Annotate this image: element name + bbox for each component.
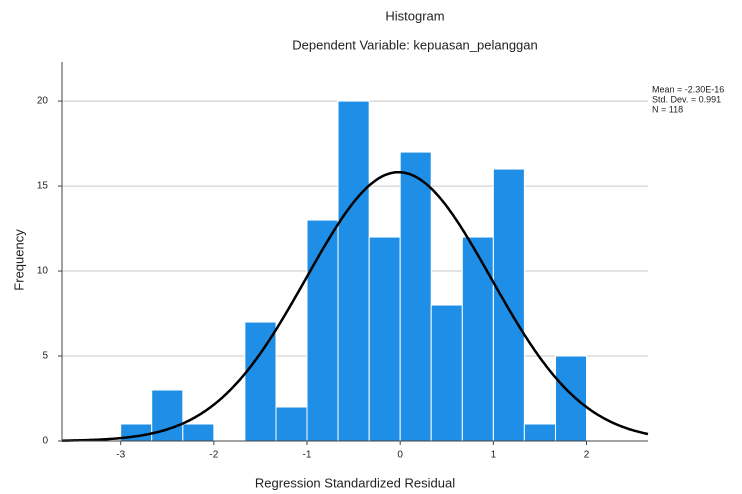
bar — [461, 236, 494, 442]
x-tick-label: -3 — [116, 450, 125, 461]
x-tick-label: -1 — [303, 450, 312, 461]
x-tick-label: 0 — [397, 450, 403, 461]
y-axis-label: Frequency — [11, 229, 26, 291]
chart-title: Histogram — [385, 8, 444, 23]
y-tick-label: 10 — [37, 266, 49, 277]
bar — [430, 304, 463, 442]
y-tick-label: 0 — [42, 436, 48, 447]
x-axis-label: Regression Standardized Residual — [255, 475, 455, 490]
x-tick-label: 1 — [491, 450, 497, 461]
x-tick-label: 2 — [584, 450, 590, 461]
bar — [244, 321, 277, 442]
y-tick-label: 5 — [42, 351, 48, 362]
chart-subtitle: Dependent Variable: kepuasan_pelanggan — [292, 37, 538, 52]
bar — [275, 406, 308, 442]
bar — [368, 236, 401, 442]
y-tick-label: 15 — [37, 181, 49, 192]
bar — [306, 219, 339, 442]
bar — [399, 151, 432, 442]
x-tick-label: -2 — [209, 450, 218, 461]
normal-curve — [61, 170, 649, 442]
stat-text: Mean = -2.30E-16 — [652, 84, 724, 94]
bar — [523, 423, 556, 442]
stat-text: N = 118 — [652, 104, 683, 114]
bar — [554, 355, 588, 442]
bar — [492, 168, 525, 442]
bar — [182, 423, 215, 442]
stat-text: Std. Dev. = 0.991 — [652, 94, 721, 104]
y-tick-label: 20 — [37, 96, 49, 107]
bar — [337, 100, 370, 442]
